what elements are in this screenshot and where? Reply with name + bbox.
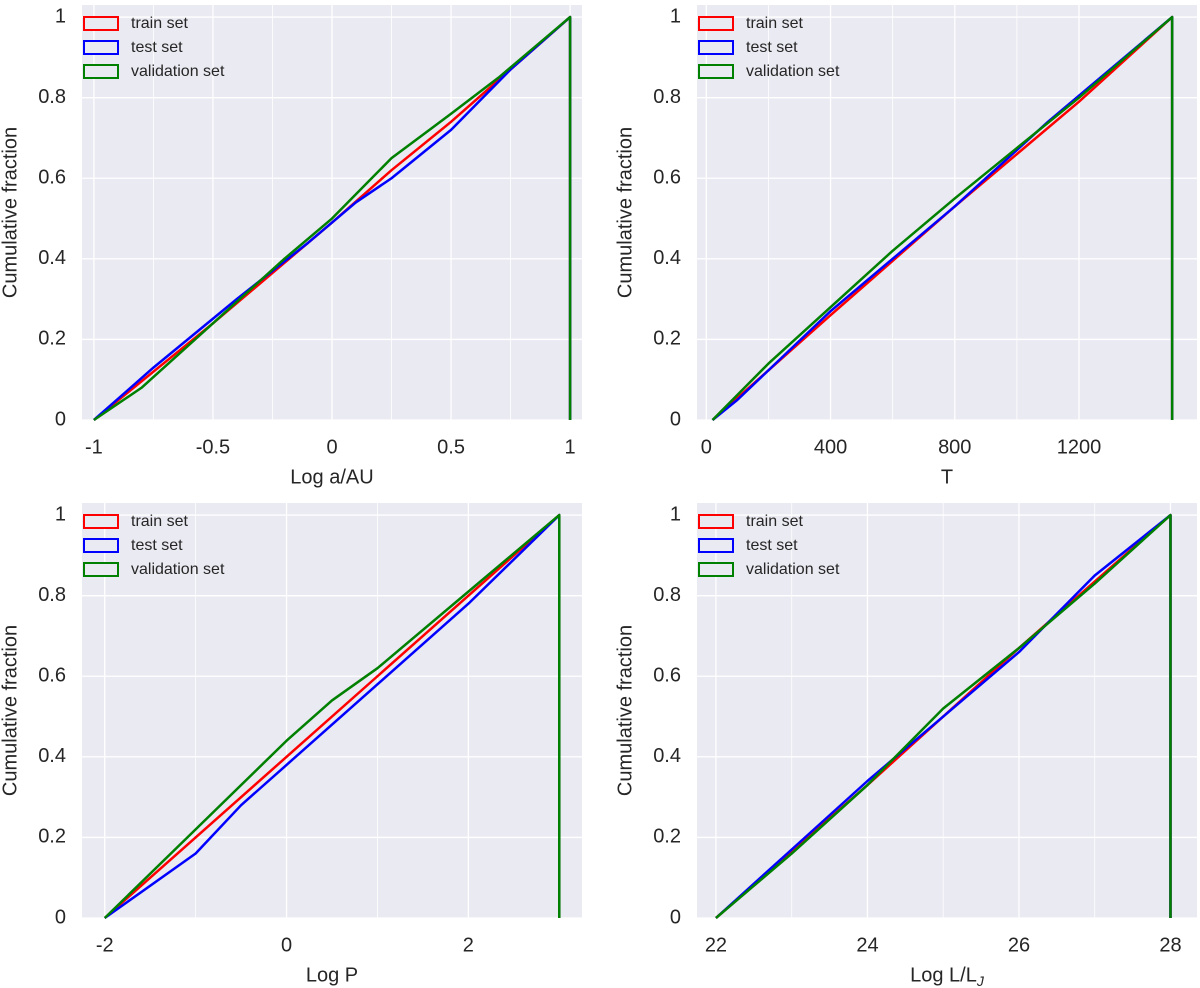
legend-label-test: test set: [131, 39, 183, 56]
legend-swatch-train: [698, 16, 734, 31]
y-axis-label: Cumulative fraction: [0, 625, 21, 796]
x-tick-label: 800: [938, 437, 971, 459]
y-tick-label: 0: [55, 906, 66, 928]
y-tick-label: 0: [670, 906, 681, 928]
y-tick-label: 0.8: [653, 86, 681, 108]
y-tick-label: 0.2: [38, 826, 66, 848]
x-tick-label: 0: [326, 437, 337, 459]
chart-panel-2: 0 400 800 1200 0 0.2 0.4 0.6 0.8 1 T Cumulative fra…: [614, 5, 1197, 489]
legend-swatch-test: [698, 538, 734, 553]
legend-swatch-validation: [698, 64, 734, 79]
legend-swatch-test: [83, 40, 119, 55]
legend-label-train: train set: [746, 513, 803, 530]
x-axis-label-subscript: J: [976, 973, 985, 988]
x-tick-label: 26: [1008, 935, 1030, 957]
legend-label-validation: validation set: [746, 63, 840, 80]
series-line-validation: [711, 15, 1174, 421]
plot-background: [82, 503, 582, 918]
y-axis-label: Cumulative fraction: [614, 127, 636, 298]
legend-swatch-validation: [698, 562, 734, 577]
y-axis-label: Cumulative fraction: [0, 127, 21, 298]
legend-label-train: train set: [746, 15, 803, 32]
series-line-test: [104, 513, 561, 920]
y-tick-label: 1: [55, 5, 66, 27]
x-tick-label: 0: [281, 935, 292, 957]
legend-label-train: train set: [131, 513, 188, 530]
y-axis-label: Cumulative fraction: [614, 625, 636, 796]
y-tick-label: 0.4: [38, 745, 66, 767]
chart-panel-3: -2 0 2 0 0.2 0.4 0.6 0.8 1 Log P Cumulative fracti…: [0, 503, 582, 987]
legend-swatch-test: [83, 538, 119, 553]
y-tick-label: 0.6: [653, 665, 681, 687]
y-tick-label: 1: [55, 503, 66, 525]
x-tick-label: 0: [701, 437, 712, 459]
x-tick-label: 1: [565, 437, 576, 459]
y-tick-label: 0.8: [38, 584, 66, 606]
x-axis-label: Log P: [306, 965, 358, 987]
y-tick-label: 1: [670, 503, 681, 525]
x-tick-label: -1: [85, 437, 103, 459]
y-tick-label: 0: [55, 408, 66, 430]
legend-label-validation: validation set: [131, 561, 225, 578]
legend-label-test: test set: [131, 537, 183, 554]
x-tick-label: -0.5: [196, 437, 230, 459]
series-line-validation: [715, 513, 1172, 919]
series-line-validation: [93, 15, 572, 422]
y-tick-label: 0.6: [38, 665, 66, 687]
legend-label-validation: validation set: [746, 561, 840, 578]
legend-swatch-train: [698, 514, 734, 529]
legend-swatch-train: [83, 514, 119, 529]
x-tick-label: -2: [96, 935, 114, 957]
legend-label-validation: validation set: [131, 63, 225, 80]
y-tick-label: 0.4: [653, 247, 681, 269]
x-tick-label: 24: [856, 935, 878, 957]
y-tick-label: 0.2: [38, 328, 66, 350]
y-tick-label: 0.8: [38, 86, 66, 108]
y-tick-label: 0.6: [38, 167, 66, 189]
legend-label-test: test set: [746, 39, 798, 56]
chart-panel-1: -1 -0.5 0 0.5 1 0 0.2 0.4 0.6 0.8 1 Log a/AU Cumulat…: [0, 5, 582, 489]
y-tick-label: 0.4: [38, 247, 66, 269]
x-tick-label: 22: [705, 935, 727, 957]
x-axis-label: T: [941, 467, 953, 489]
x-axis-label: Log L/LJ: [910, 965, 985, 988]
y-tick-label: 1: [670, 5, 681, 27]
legend-swatch-train: [83, 16, 119, 31]
legend-label-train: train set: [131, 15, 188, 32]
y-tick-label: 0.6: [653, 167, 681, 189]
legend-swatch-validation: [83, 562, 119, 577]
y-tick-label: 0: [670, 408, 681, 430]
chart-panel-4: 22 24 26 28 0 0.2 0.4 0.6 0.8 1 Log L/LJ Cumulative…: [614, 503, 1197, 988]
x-tick-label: 0.5: [437, 437, 465, 459]
x-tick-label: 2: [463, 935, 474, 957]
y-tick-label: 0.8: [653, 584, 681, 606]
x-axis-label: Log a/AU: [290, 467, 373, 489]
legend-swatch-validation: [83, 64, 119, 79]
legend-swatch-test: [698, 40, 734, 55]
x-tick-label: 1200: [1057, 437, 1102, 459]
y-tick-label: 0.2: [653, 328, 681, 350]
y-tick-label: 0.2: [653, 826, 681, 848]
legend-label-test: test set: [746, 537, 798, 554]
plot-background: [697, 503, 1197, 918]
series-line-validation: [103, 513, 561, 919]
x-tick-label: 28: [1159, 935, 1181, 957]
y-tick-label: 0.4: [653, 745, 681, 767]
x-tick-label: 400: [814, 437, 847, 459]
